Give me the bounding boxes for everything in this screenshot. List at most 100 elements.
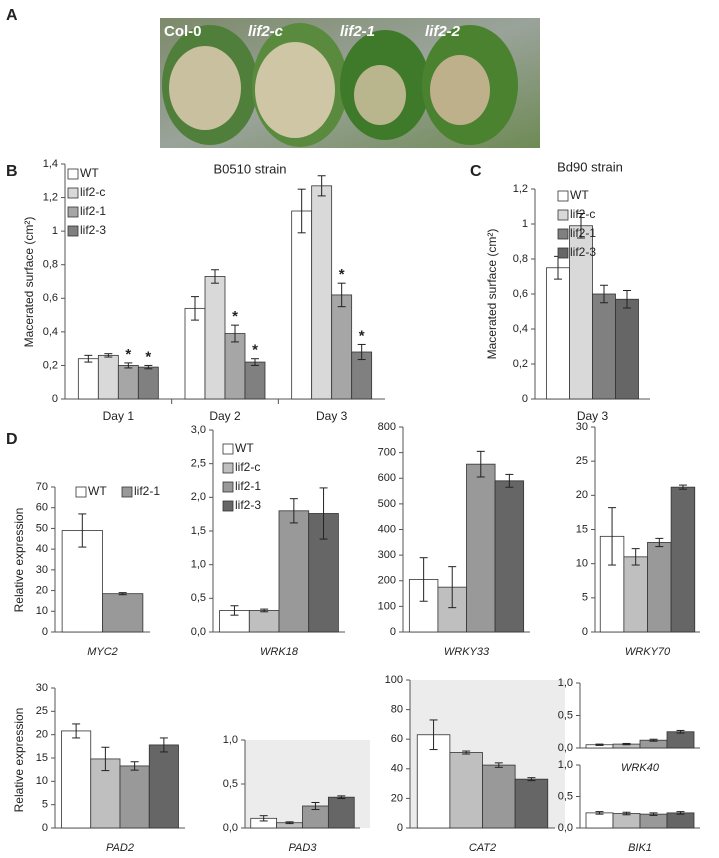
significance-mark: * — [145, 348, 151, 365]
bar — [278, 510, 310, 633]
y-tick-label: 1,2 — [513, 183, 528, 195]
y-tick-label: 2,5 — [191, 458, 206, 470]
error-bar — [631, 548, 640, 566]
error-bar — [101, 746, 110, 772]
y-axis-label: Relative expression — [12, 508, 26, 613]
chart-title: Bd90 strain — [557, 159, 623, 174]
y-tick-label: 1,0 — [191, 559, 206, 571]
y-tick-label: 0 — [397, 822, 403, 834]
legend-label: lif2-c — [570, 207, 595, 221]
x-axis-label: PAD3 — [289, 842, 318, 854]
y-tick-label: 0,6 — [43, 292, 58, 304]
error-bar — [337, 795, 346, 800]
error-bar — [124, 362, 133, 369]
error-bar — [159, 737, 168, 753]
y-tick-label: 300 — [378, 549, 396, 561]
y-tick-label: 1,0 — [558, 677, 573, 689]
x-axis-label: WRK40 — [621, 762, 660, 774]
error-bar — [317, 175, 326, 197]
error-bar — [231, 324, 239, 343]
bar — [148, 744, 179, 829]
error-bar — [357, 343, 366, 361]
bar — [77, 358, 99, 400]
y-tick-label: 0,8 — [43, 259, 58, 271]
legend-swatch — [67, 168, 79, 180]
y-tick-label: 0,0 — [223, 822, 238, 834]
error-bar — [505, 473, 514, 488]
legend-label: lif2-1 — [235, 479, 261, 493]
x-tick-label: Day 1 — [103, 409, 135, 423]
y-tick-label: 10 — [36, 605, 48, 617]
y-tick-label: 15 — [36, 752, 48, 764]
x-tick-label: Day 3 — [577, 409, 609, 423]
bar — [327, 796, 355, 829]
error-bar — [319, 487, 328, 540]
x-axis-label: WRKY70 — [625, 646, 671, 658]
y-tick-label: 500 — [378, 498, 396, 510]
y-tick-label: 15 — [576, 523, 588, 535]
bar — [102, 593, 144, 633]
bar — [331, 294, 353, 400]
error-bar — [622, 811, 631, 816]
y-axis-label: Macerated surface (cm²) — [485, 229, 499, 360]
panel-label: B — [6, 163, 18, 180]
y-tick-label: 0,5 — [558, 709, 573, 721]
bar — [666, 812, 695, 829]
legend-label: lif2-3 — [570, 245, 596, 259]
significance-mark: * — [125, 346, 131, 363]
bar — [61, 730, 92, 829]
y-tick-label: 0,5 — [558, 790, 573, 802]
error-bar — [448, 566, 457, 609]
bar — [224, 333, 246, 400]
error-bar — [649, 738, 658, 742]
y-tick-label: 600 — [378, 472, 396, 484]
y-tick-label: 1,0 — [558, 759, 573, 771]
panel-label: D — [6, 431, 18, 448]
y-tick-label: 5 — [582, 592, 588, 604]
y-tick-label: 0 — [52, 393, 58, 405]
x-axis-label: MYC2 — [87, 646, 118, 658]
chart-title: B0510 strain — [214, 161, 287, 176]
significance-mark: * — [232, 308, 238, 325]
legend-label: lif2-3 — [235, 498, 261, 512]
bar — [615, 298, 639, 400]
y-tick-label: 700 — [378, 447, 396, 459]
y-tick-label: 3,0 — [191, 424, 206, 436]
x-axis-label: PAD2 — [106, 842, 134, 854]
y-tick-label: 2,0 — [191, 491, 206, 503]
error-bar — [622, 742, 631, 746]
y-tick-label: 0,0 — [558, 742, 573, 754]
y-tick-label: 1 — [522, 218, 528, 230]
y-tick-label: 1,4 — [43, 158, 58, 170]
error-bar — [289, 498, 298, 524]
bar — [666, 731, 695, 749]
legend-swatch — [557, 190, 569, 202]
bar — [97, 354, 119, 400]
y-tick-label: 40 — [391, 763, 403, 775]
error-bar — [130, 761, 139, 771]
legend-swatch — [222, 443, 234, 455]
bar — [137, 366, 159, 400]
error-bar — [462, 750, 471, 755]
photo: Col-0 lif2-c lif2-1 lif2-2 — [160, 18, 540, 148]
bar — [585, 812, 614, 829]
error-bar — [311, 801, 320, 811]
y-tick-label: 0,2 — [513, 358, 528, 370]
error-bar — [211, 269, 219, 284]
error-bar — [527, 777, 536, 782]
y-tick-label: 50 — [36, 522, 48, 534]
bar — [592, 293, 616, 400]
legend-swatch — [557, 209, 569, 221]
bar — [639, 813, 668, 829]
error-bar — [623, 290, 631, 309]
y-tick-label: 200 — [378, 575, 396, 587]
bar — [482, 764, 516, 829]
bar — [612, 813, 641, 829]
error-bar — [191, 296, 199, 321]
photo-label: Col-0 — [164, 23, 202, 40]
error-bar — [608, 507, 617, 566]
error-bar — [655, 537, 664, 548]
significance-mark: * — [359, 327, 365, 344]
bar — [514, 778, 549, 829]
